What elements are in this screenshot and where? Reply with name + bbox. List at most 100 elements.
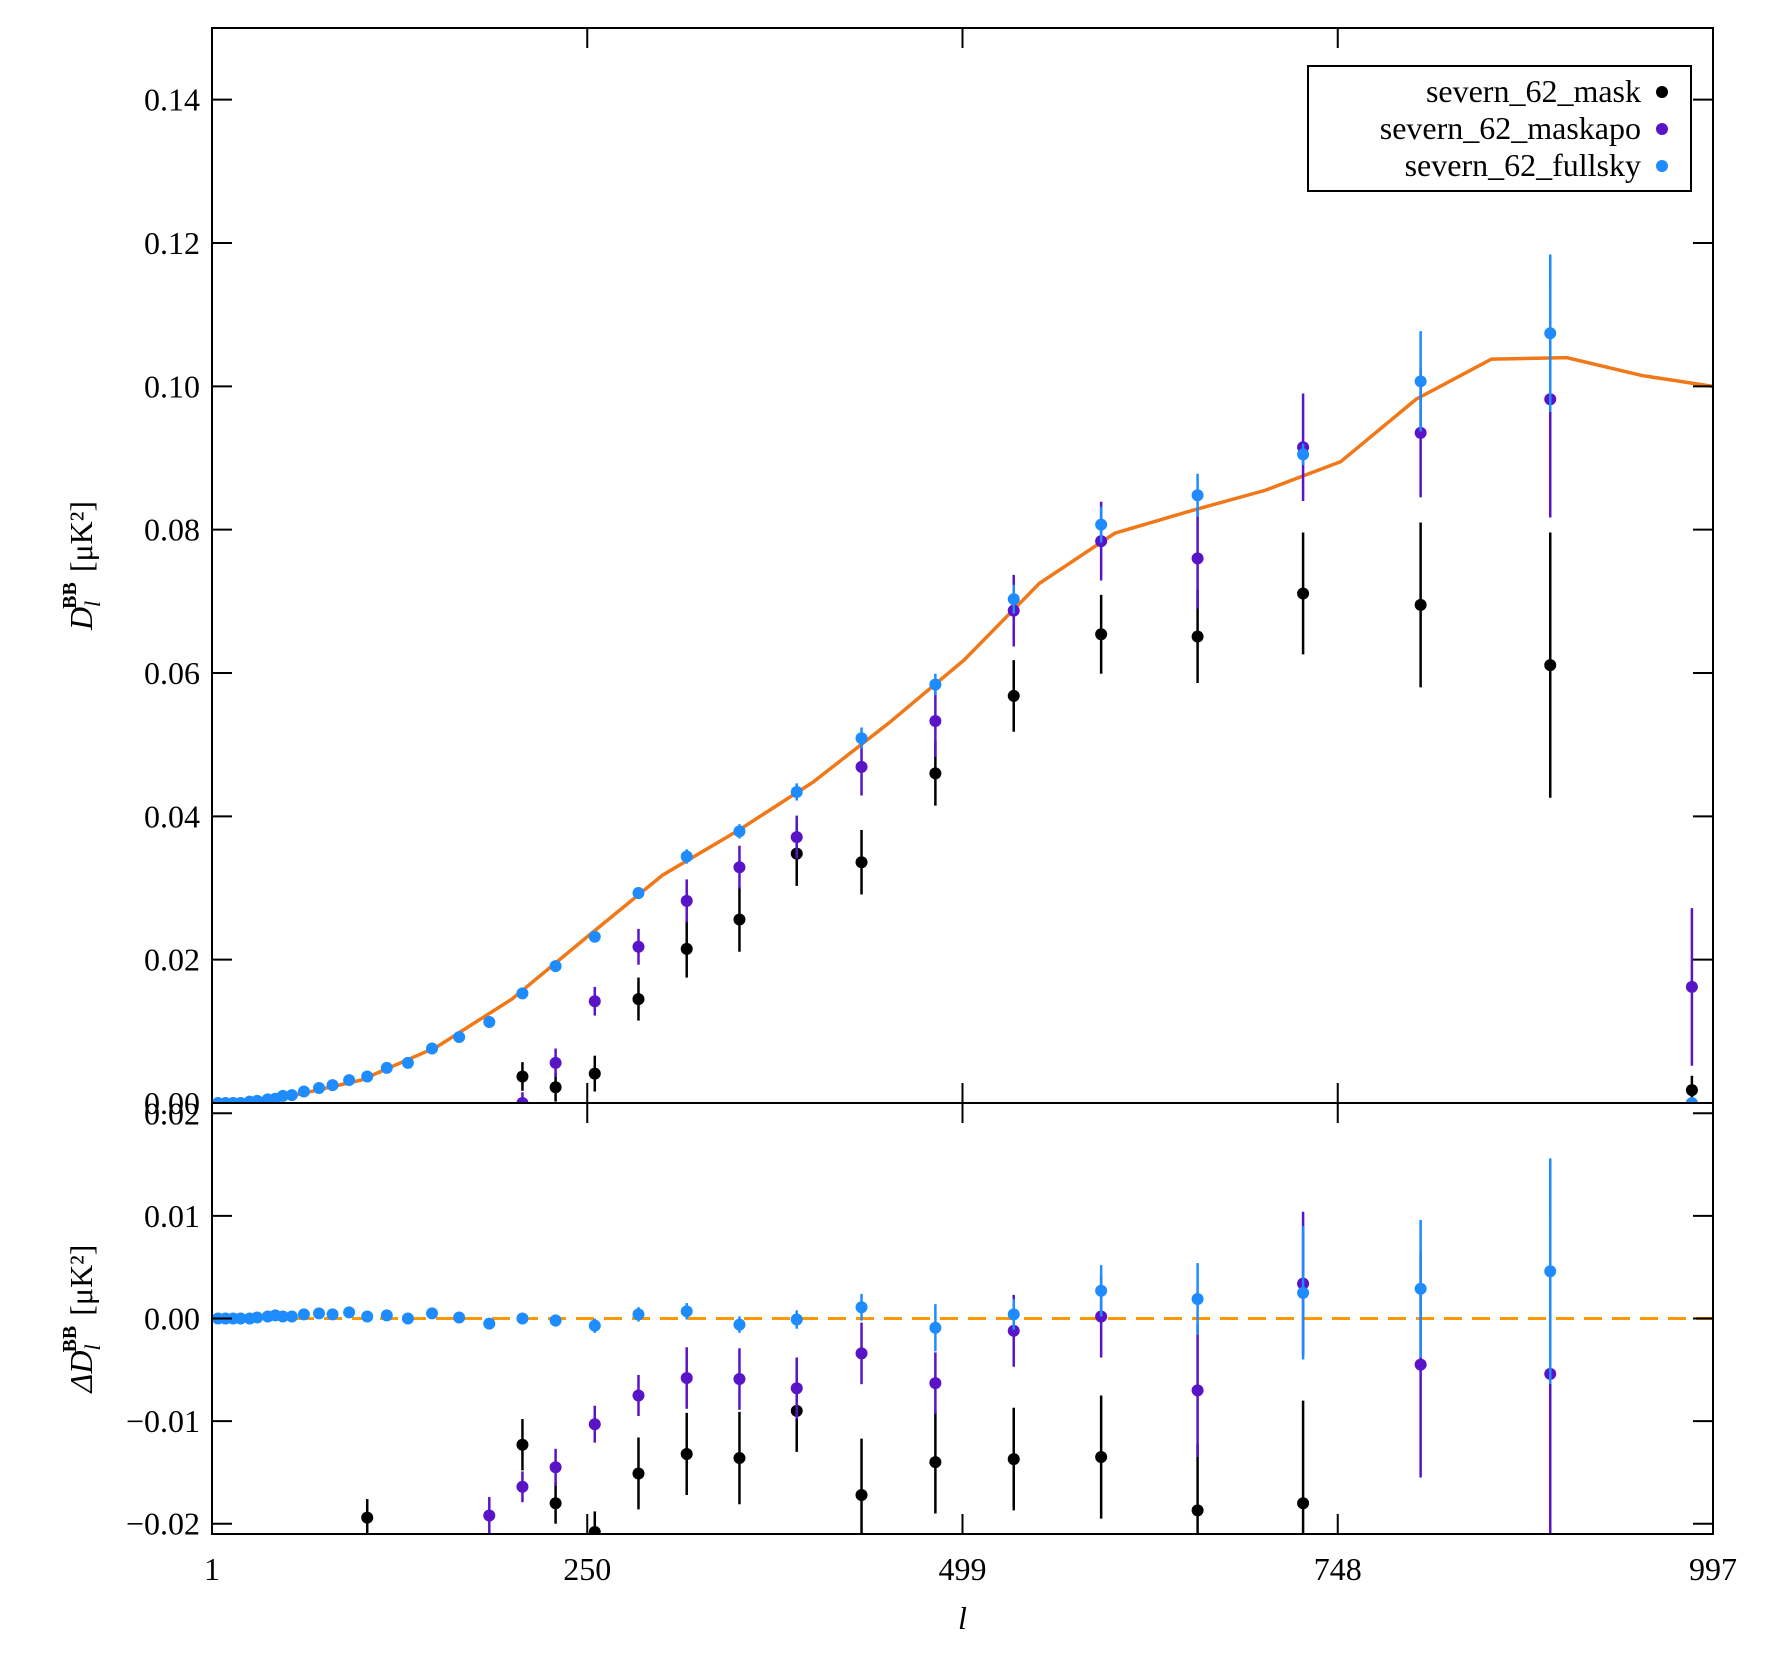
x-tick-label: 250 [563,1551,611,1587]
data-point [516,1438,529,1451]
data-point [1007,593,1020,606]
data-point [1297,1286,1310,1299]
y-label-symbol: ΔD [63,1351,99,1395]
data-point [549,1056,562,1069]
data-point [1191,489,1204,502]
legend-box [1307,65,1692,192]
data-point [632,887,645,900]
data-point [929,1377,942,1390]
y-axis-label: DlBB [μK²] [59,501,105,631]
data-point [361,1511,374,1524]
legend-marker [1656,123,1668,135]
data-point [401,1056,414,1069]
y-tick-label: 0.08 [144,512,200,548]
data-point [549,1497,562,1510]
data-point [549,1461,562,1474]
data-point [251,1094,264,1103]
data-point [276,1310,289,1323]
panel: 0.00 0.02 0.04 0.06 0.08 0.10 0.12 0.14 DlBB [μK²… [59,27,1714,1121]
y-label-sup: BB [59,582,81,609]
data-point [426,1042,439,1055]
data-point [516,1097,529,1103]
data-point [426,1307,439,1320]
data-point [483,1016,496,1029]
x-tick-label: 997 [1689,1551,1737,1587]
legend: severn_62_masksevern_62_maskaposevern_62… [1307,65,1692,192]
data-point [285,1089,298,1102]
data-point [516,1312,529,1325]
y-tick-label: 0.02 [144,942,200,978]
data-point [588,930,601,943]
data-point [790,831,803,844]
data-point [312,1081,325,1094]
y-tick-label: 0.01 [144,1198,200,1234]
data-point [680,894,693,907]
data-point [285,1310,298,1323]
y-tick-label: −0.02 [126,1506,200,1542]
data-point [1297,1497,1310,1510]
data-point [234,1312,247,1325]
data-point [855,760,868,773]
data-point [1191,1293,1204,1306]
data-point [1007,1324,1020,1337]
data-point [588,1319,601,1332]
y-tick-label: 0.06 [144,655,200,691]
data-point [733,825,746,838]
data-point [632,1389,645,1402]
y-tick-label: 0.14 [144,82,200,118]
model-curve [212,355,1713,1103]
y-label-sub: l [80,601,105,607]
data-point [929,1456,942,1469]
data-point [516,1480,529,1493]
data-point [549,1314,562,1327]
data-point [790,785,803,798]
plot-area [212,254,1713,1103]
data-point [1191,552,1204,565]
y-label-symbol: D [63,607,99,631]
y-axis-label: ΔDlBB [μK²] [59,1245,105,1395]
plot-area [212,1158,1713,1534]
x-tick-label: 1 [204,1551,220,1587]
data-point [483,1509,496,1522]
data-point [1095,1284,1108,1297]
data-point [733,861,746,874]
data-point [929,678,942,691]
y-label-unit: [μK²] [63,1245,99,1316]
data-point [1544,659,1557,672]
data-point [733,1452,746,1465]
data-point [632,1467,645,1480]
data-point [855,1489,868,1502]
data-point [343,1306,356,1319]
legend-marker [1656,86,1668,98]
data-point [855,856,868,869]
data-point [297,1085,310,1098]
data-point [326,1079,339,1092]
y-tick-label: 0.12 [144,225,200,261]
data-point [790,1313,803,1326]
data-point [588,995,601,1008]
data-point [297,1308,310,1321]
data-point [680,1447,693,1460]
data-point [1414,426,1427,439]
x-tick-label: 748 [1314,1551,1362,1587]
data-point [516,1070,529,1083]
data-point [733,913,746,926]
x-axis-label: l [958,1600,967,1636]
y-tick-label: −0.01 [126,1403,200,1439]
data-point [632,1308,645,1321]
data-point [1544,327,1557,340]
data-point [680,850,693,863]
data-point [855,1301,868,1314]
data-point [453,1311,466,1324]
data-point [312,1307,325,1320]
data-point [1685,1097,1698,1103]
data-point [929,767,942,780]
y-label-sup: BB [59,1326,81,1353]
data-point [588,1525,601,1534]
data-point [453,1031,466,1044]
data-point [632,940,645,953]
data-point [1191,1504,1204,1517]
legend-label: severn_62_maskapo [1380,110,1641,146]
data-point [1095,518,1108,531]
data-point [680,1305,693,1318]
